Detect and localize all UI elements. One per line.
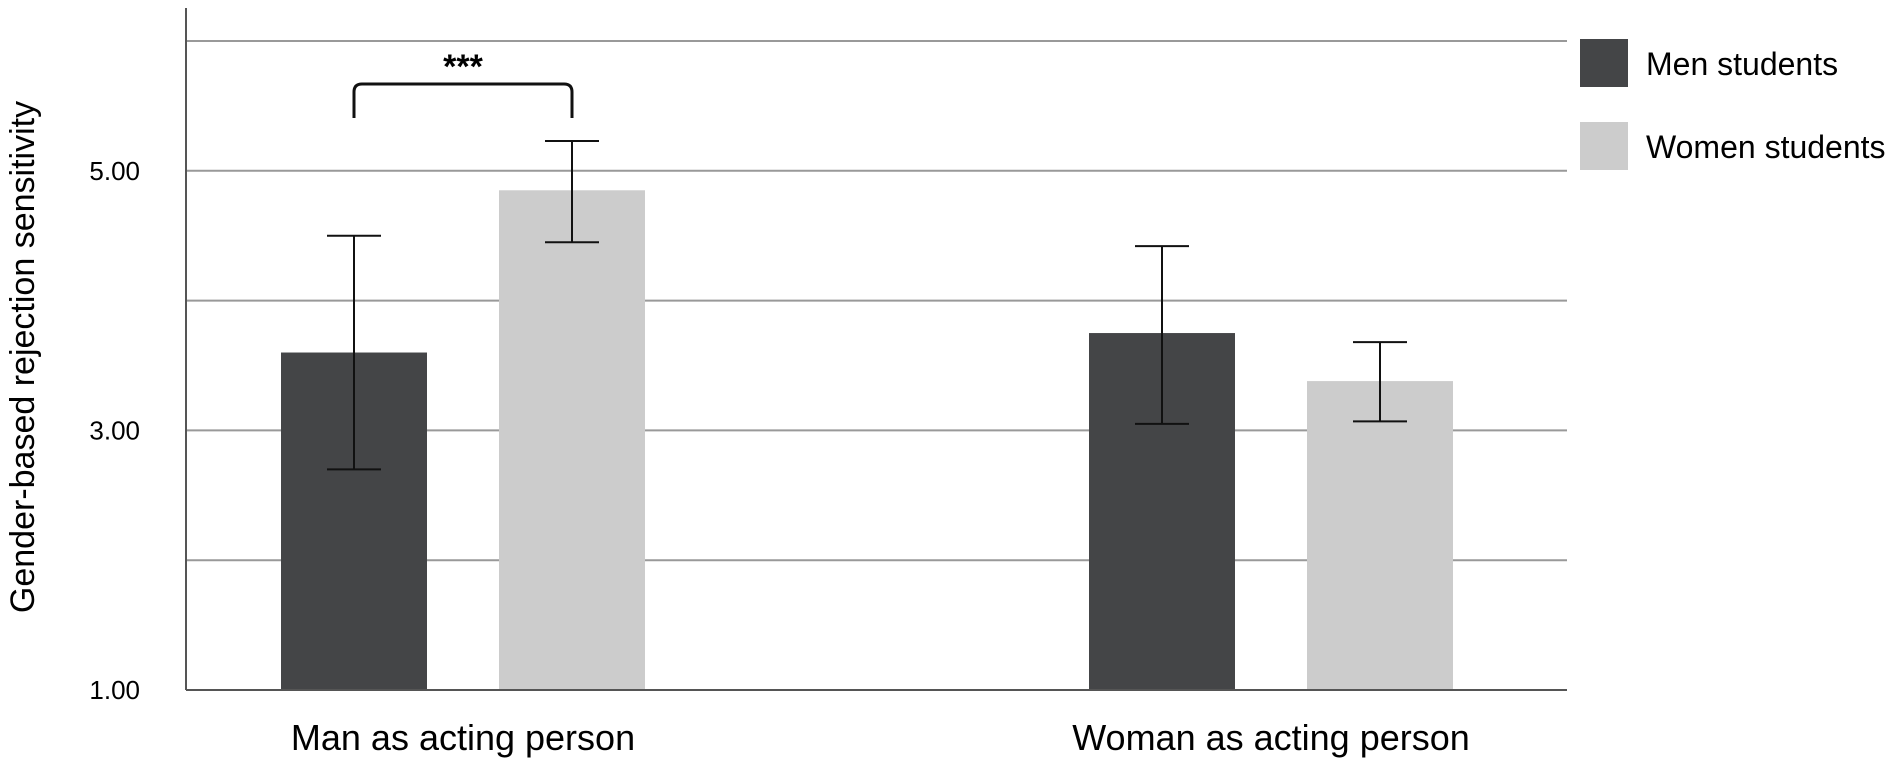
error-bars bbox=[327, 139, 1407, 471]
x-axis-categories: Man as acting person Woman as acting pers… bbox=[291, 717, 1470, 758]
y-axis-ticks: 1.00 3.00 5.00 bbox=[89, 156, 140, 705]
bar bbox=[499, 190, 645, 690]
x-category-label: Man as acting person bbox=[291, 717, 635, 758]
y-tick-label: 3.00 bbox=[89, 415, 140, 445]
significance-bracket bbox=[352, 82, 574, 118]
bar bbox=[1307, 381, 1453, 690]
legend: Men students Women students bbox=[1580, 39, 1886, 170]
legend-swatch bbox=[1580, 39, 1628, 87]
y-axis-label: Gender-based rejection sensitivity bbox=[4, 101, 42, 613]
significance-label: *** bbox=[443, 48, 483, 86]
legend-label: Men students bbox=[1646, 46, 1838, 82]
legend-label: Women students bbox=[1646, 129, 1886, 165]
bars bbox=[281, 190, 1453, 690]
y-tick-label: 5.00 bbox=[89, 156, 140, 186]
y-tick-label: 1.00 bbox=[89, 675, 140, 705]
x-category-label: Woman as acting person bbox=[1072, 717, 1470, 758]
significance-annotations: *** bbox=[352, 48, 574, 118]
legend-swatch bbox=[1580, 122, 1628, 170]
